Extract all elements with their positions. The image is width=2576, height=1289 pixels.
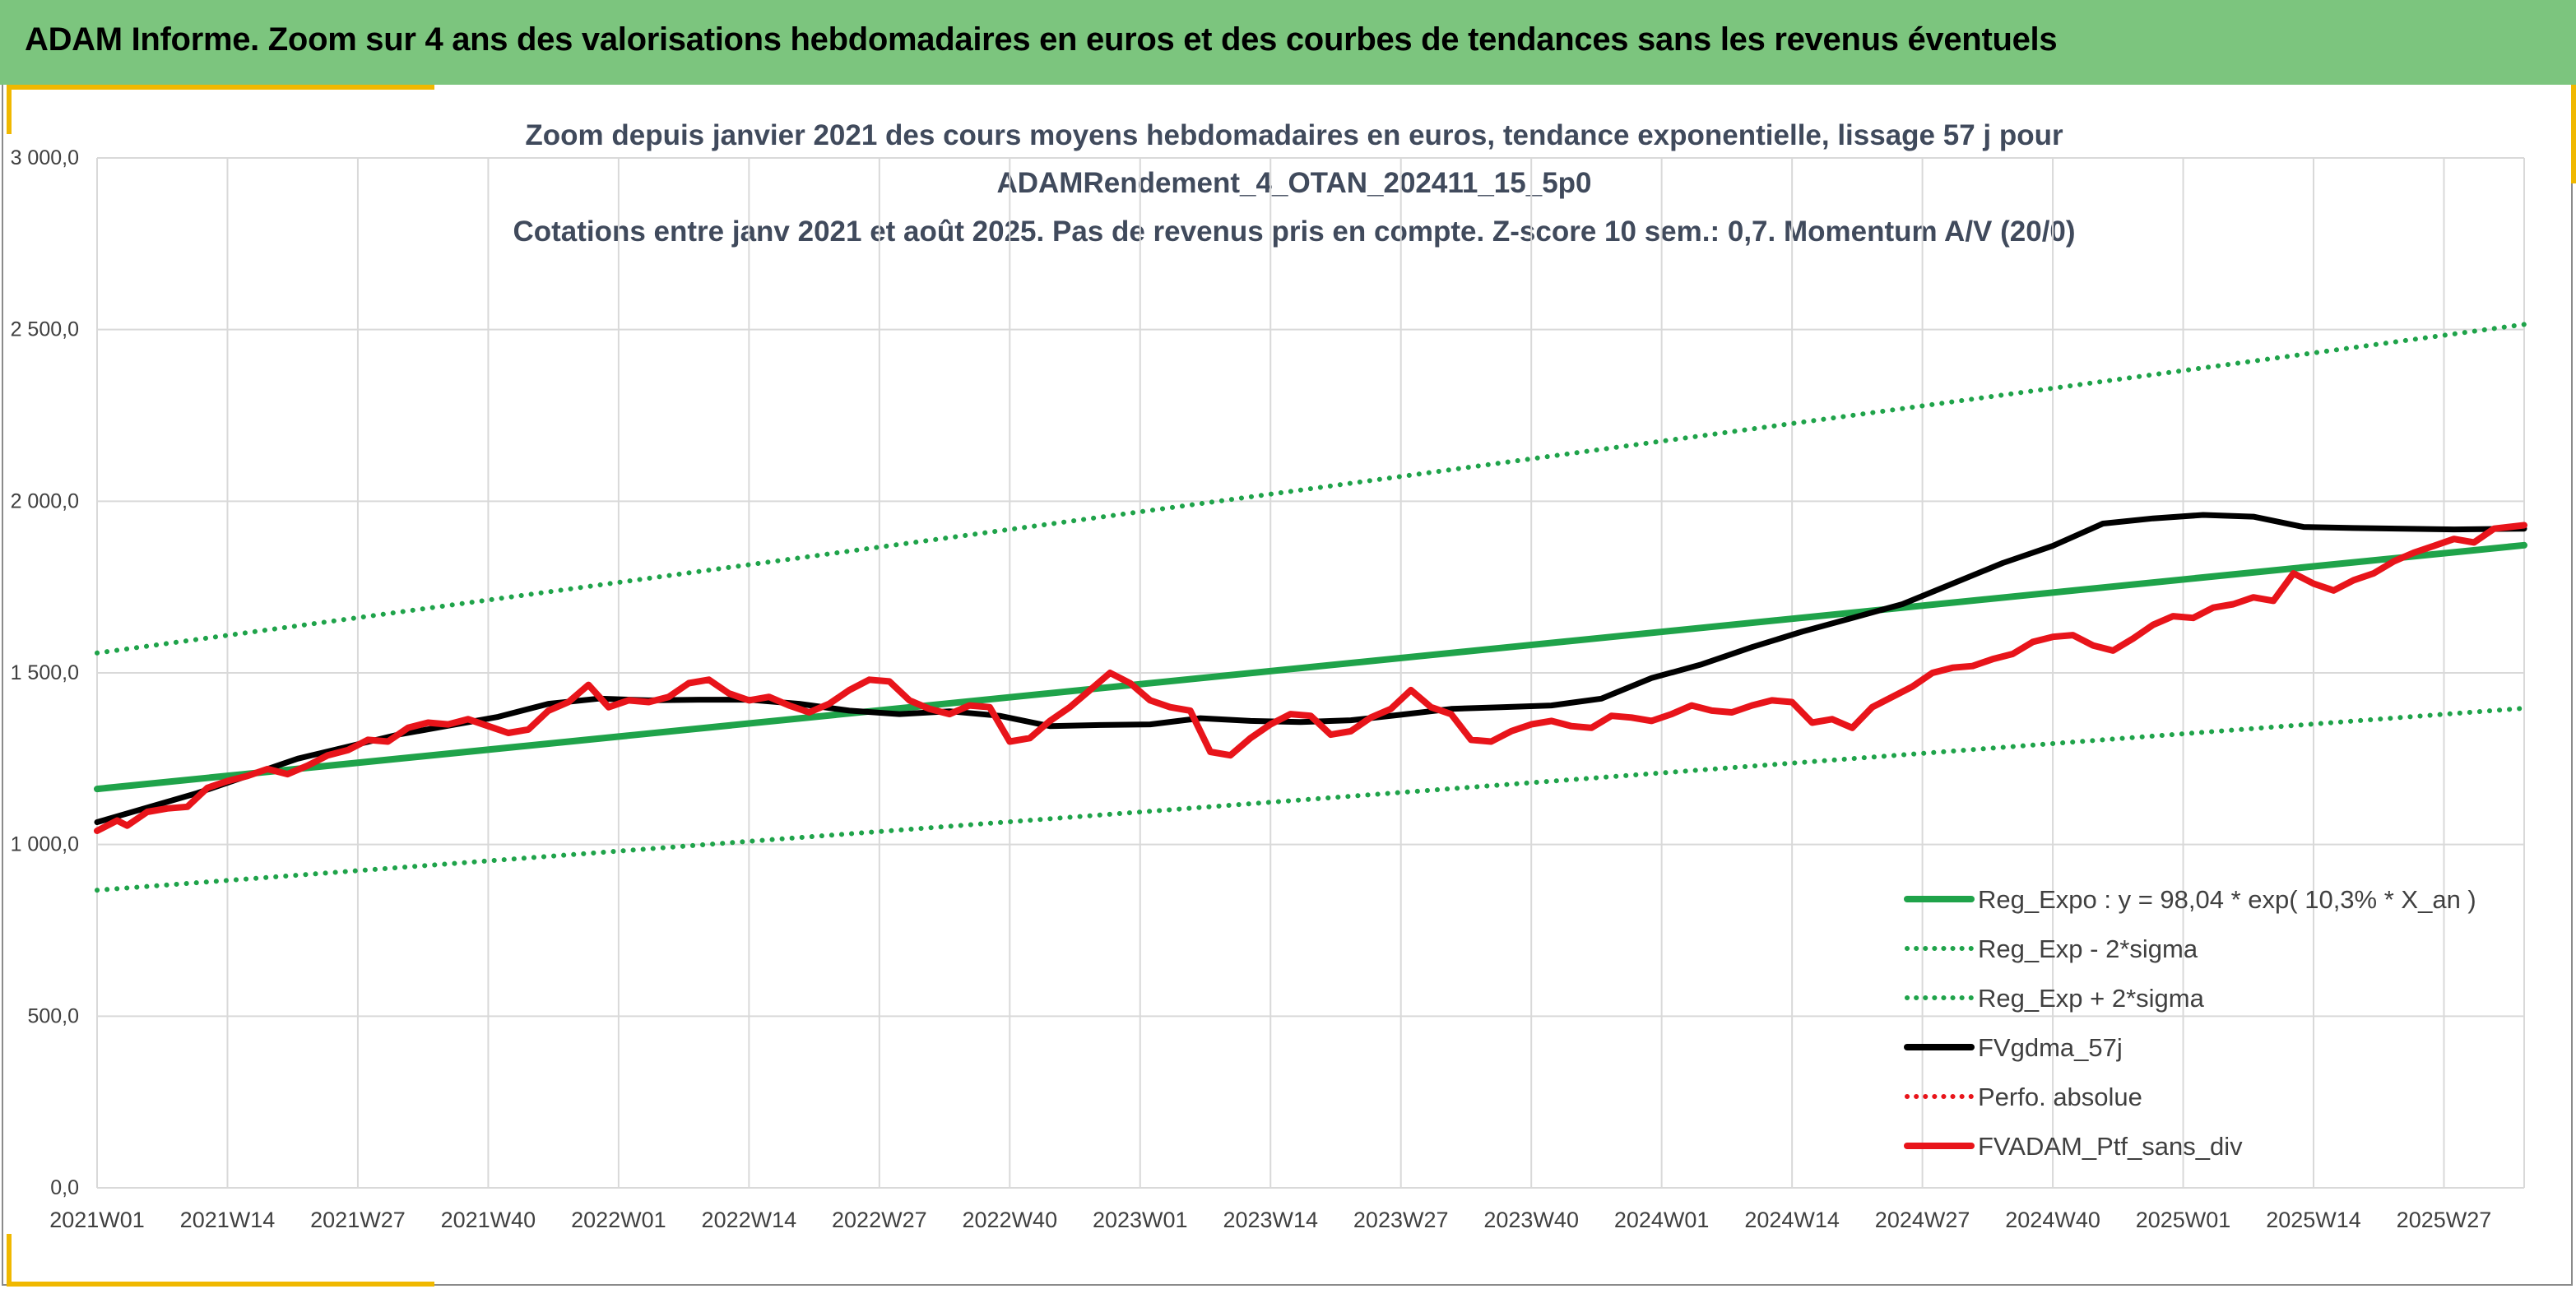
series-line-1 xyxy=(95,706,2527,893)
y-tick-label: 0,0 xyxy=(50,1176,79,1199)
x-tick-label: 2025W27 xyxy=(2397,1208,2492,1232)
chart-title-line: Cotations entre janv 2021 et août 2025. … xyxy=(513,216,2075,248)
chart-title: Zoom depuis janvier 2021 des cours moyen… xyxy=(513,119,2075,248)
x-axis: 2021W01 2021W14 2021W27 2021W40 2022W01 2022W… xyxy=(49,1208,2491,1232)
accent-bar-left-top xyxy=(7,85,12,134)
x-tick-label: 2024W27 xyxy=(1875,1208,1970,1232)
x-tick-label: 2022W40 xyxy=(963,1208,1058,1232)
series-line-5 xyxy=(94,522,2527,834)
legend-label: Reg_Exp - 2*sigma xyxy=(1978,934,2198,963)
legend-label: FVADAM_Ptf_sans_div xyxy=(1978,1132,2243,1161)
x-tick-label: 2024W01 xyxy=(1614,1208,1710,1232)
chart-title-line: ADAMRendement_4_OTAN_202411_15_5p0 xyxy=(996,167,1591,199)
accent-bar-bottom xyxy=(7,1282,434,1287)
chart-legend: Reg_Expo : y = 98,04 * exp( 10,3% * X_an… xyxy=(1904,885,2476,1161)
chart-grid xyxy=(96,157,2525,1189)
x-tick-label: 2023W14 xyxy=(1223,1208,1318,1232)
y-tick-label: 3 000,0 xyxy=(11,146,79,169)
series-line-2 xyxy=(95,322,2527,656)
y-axis: 0,0 500,0 1 000,0 1 500,0 2 000,0 2 500,0 3 00… xyxy=(11,146,79,1199)
legend-label: Reg_Expo : y = 98,04 * exp( 10,3% * X_an… xyxy=(1978,885,2476,914)
y-tick-label: 500,0 xyxy=(27,1004,79,1027)
x-tick-label: 2023W27 xyxy=(1353,1208,1449,1232)
x-tick-label: 2021W14 xyxy=(180,1208,276,1232)
accent-bar-right xyxy=(2571,85,2576,183)
y-tick-label: 2 000,0 xyxy=(11,489,79,512)
x-tick-label: 2023W01 xyxy=(1093,1208,1188,1232)
y-tick-label: 1 500,0 xyxy=(11,661,79,684)
x-tick-label: 2021W01 xyxy=(49,1208,145,1232)
x-tick-label: 2021W40 xyxy=(441,1208,536,1232)
x-tick-label: 2022W01 xyxy=(571,1208,666,1232)
x-tick-label: 2024W14 xyxy=(1744,1208,1840,1232)
report-banner: ADAM Informe. Zoom sur 4 ans des valoris… xyxy=(0,0,2576,85)
legend-label: FVgdma_57j xyxy=(1978,1033,2123,1062)
legend-label: Reg_Exp + 2*sigma xyxy=(1978,984,2205,1013)
accent-bar-top xyxy=(7,85,434,90)
x-tick-label: 2024W40 xyxy=(2005,1208,2100,1232)
series-line-0 xyxy=(94,541,2527,793)
legend-label: Perfo. absolue xyxy=(1978,1083,2142,1111)
x-tick-label: 2021W27 xyxy=(310,1208,406,1232)
x-tick-label: 2023W40 xyxy=(1483,1208,1579,1232)
accent-bar-left-bottom xyxy=(7,1234,12,1287)
y-tick-label: 2 500,0 xyxy=(11,318,79,341)
report-title: ADAM Informe. Zoom sur 4 ans des valoris… xyxy=(25,21,2058,58)
x-tick-label: 2022W14 xyxy=(702,1208,797,1232)
x-tick-label: 2022W27 xyxy=(832,1208,927,1232)
x-tick-label: 2025W01 xyxy=(2136,1208,2231,1232)
y-tick-label: 1 000,0 xyxy=(11,833,79,856)
chart-title-line: Zoom depuis janvier 2021 des cours moyen… xyxy=(525,119,2063,151)
x-tick-label: 2025W14 xyxy=(2266,1208,2361,1232)
chart-series xyxy=(94,322,2527,893)
